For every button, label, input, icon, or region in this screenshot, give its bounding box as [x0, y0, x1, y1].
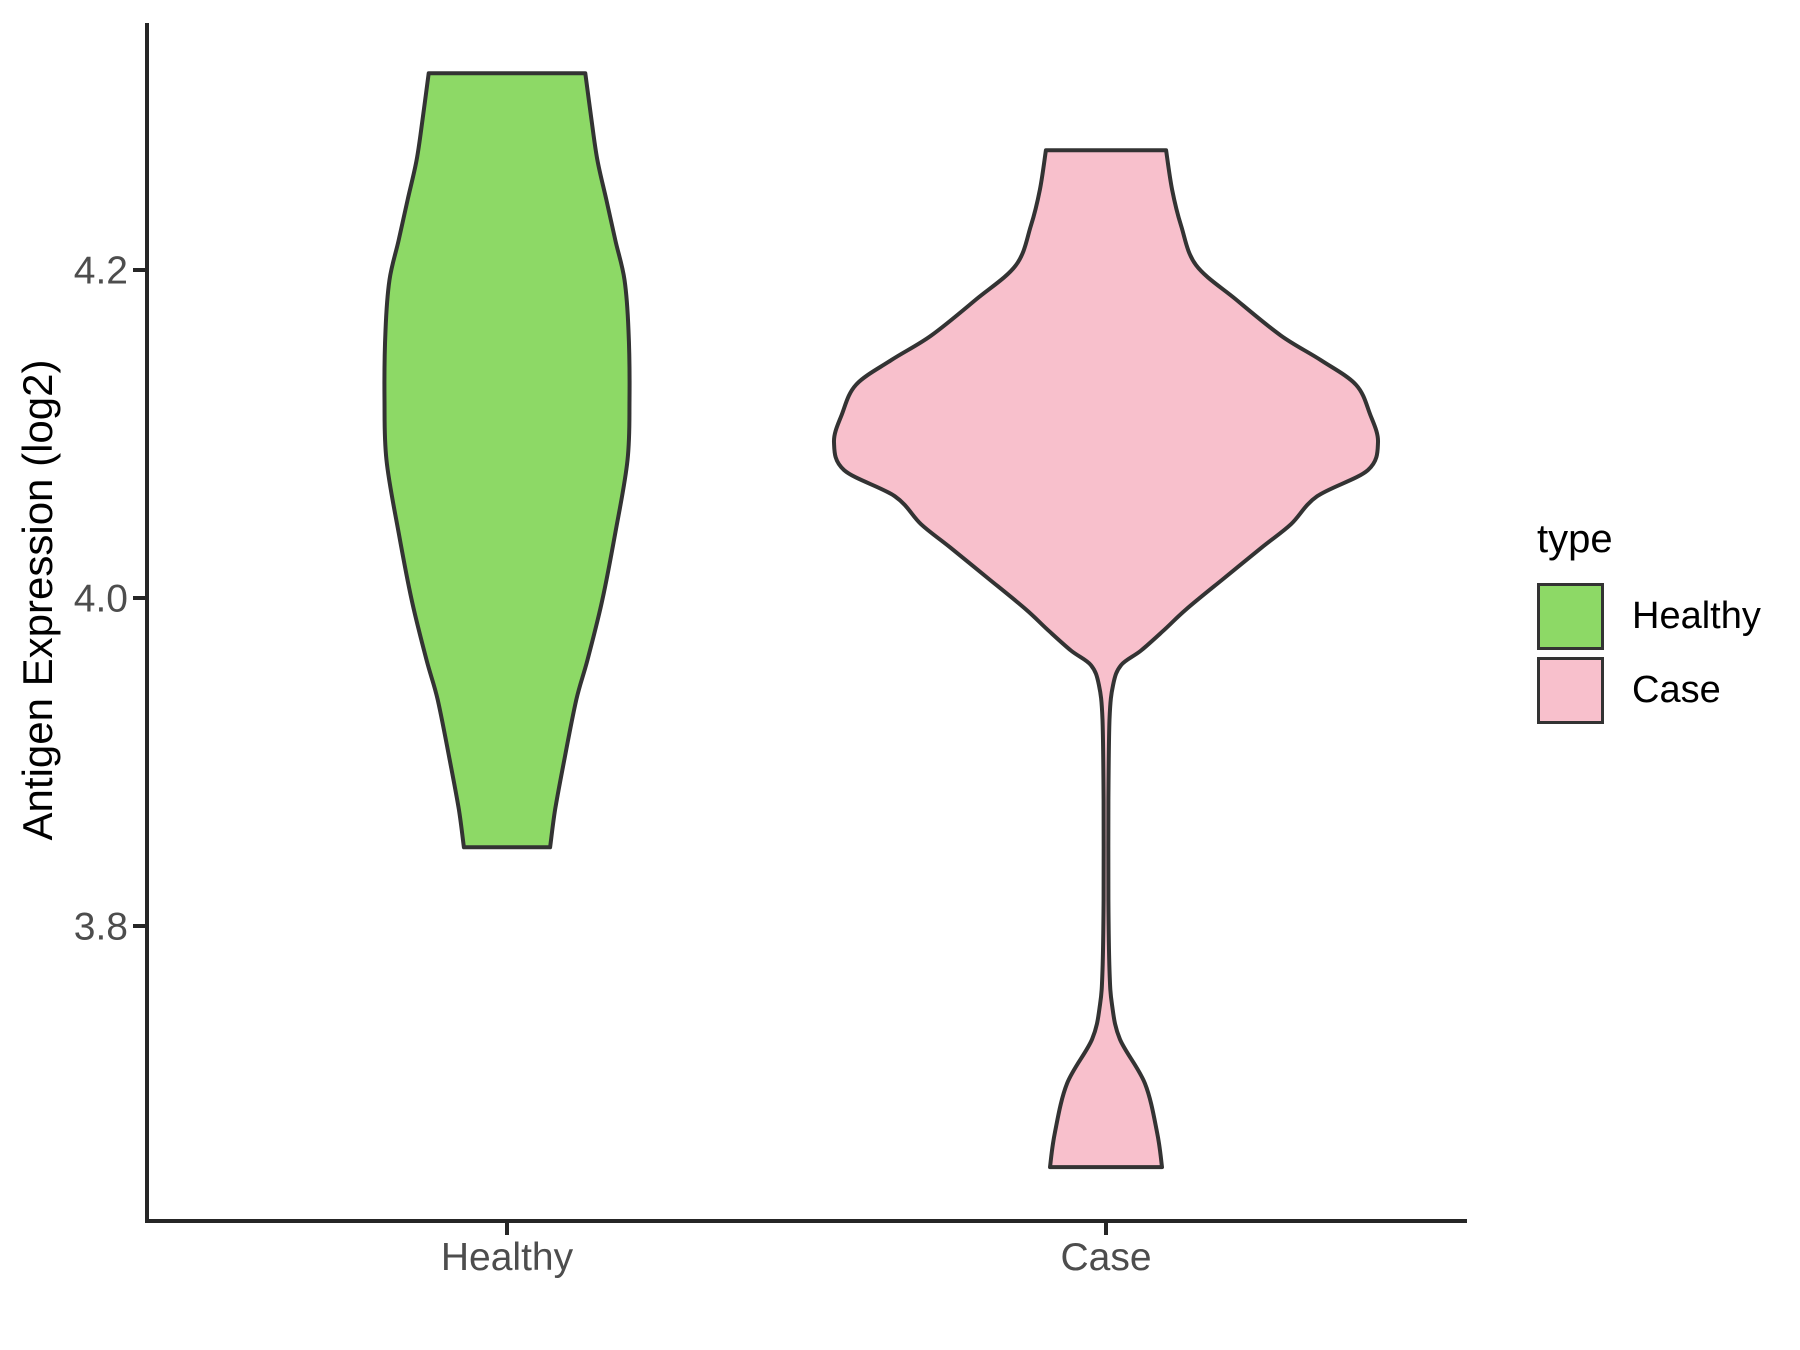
y-tick-label: 3.8: [74, 906, 128, 949]
legend-swatch-case: [1537, 657, 1604, 724]
y-axis-title: Antigen Expression (log2): [14, 360, 61, 841]
x-tick-label-case: Case: [1060, 1236, 1151, 1279]
violin-healthy: [382, 71, 632, 850]
legend: type Healthy Case: [1537, 517, 1761, 731]
legend-label-healthy: Healthy: [1632, 595, 1761, 637]
legend-entry-healthy: Healthy: [1537, 583, 1761, 650]
legend-entry-case: Case: [1537, 657, 1761, 724]
violin-case: [831, 148, 1381, 1170]
legend-swatch-healthy: [1537, 583, 1604, 650]
y-tick-label: 4.2: [74, 250, 128, 293]
y-tick-label: 4.0: [74, 578, 128, 621]
legend-title: type: [1537, 517, 1613, 561]
legend-label-case: Case: [1632, 669, 1721, 711]
x-tick-label-healthy: Healthy: [441, 1236, 574, 1279]
